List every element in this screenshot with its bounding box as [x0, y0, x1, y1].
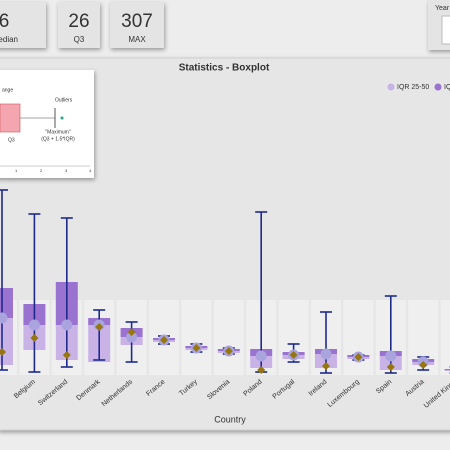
box-upper [444, 369, 450, 370]
card [110, 2, 164, 48]
median-marker [126, 331, 138, 343]
box-lower [444, 370, 450, 371]
inset-text: ange [2, 87, 13, 93]
column-bg [440, 300, 450, 375]
mean-marker [322, 362, 330, 370]
inset-tick: 4 [89, 168, 92, 173]
mean-marker [127, 328, 136, 336]
column-bg [213, 300, 244, 375]
median-marker [385, 350, 397, 362]
mean-marker [419, 361, 428, 369]
card-label: MAX [128, 35, 146, 44]
card-label: Q3 [74, 35, 85, 44]
mean-marker [30, 334, 39, 342]
inset-tick: 2 [40, 168, 43, 173]
inset-tick: 1 [15, 168, 18, 173]
median-marker [0, 312, 8, 324]
chart-title: Statistics - Boxplot [179, 63, 270, 74]
inset-text: "Maximum" [45, 129, 70, 135]
card-value: 307 [121, 11, 153, 32]
mean-marker [224, 347, 233, 355]
card-label: Median [0, 35, 18, 44]
column-bg [278, 300, 309, 375]
mean-marker [257, 366, 266, 374]
median-marker [255, 350, 267, 362]
x-axis-label: Country [214, 414, 246, 424]
card [0, 2, 46, 48]
filter-label: Year [435, 5, 450, 12]
card-value: 6 [0, 11, 9, 32]
mean-marker [354, 353, 363, 361]
card [58, 2, 100, 48]
year-input[interactable] [441, 15, 450, 45]
mean-marker [0, 348, 6, 356]
median-marker [28, 319, 40, 331]
box-upper [0, 288, 13, 318]
legend-swatch [434, 83, 442, 91]
mean-marker [192, 344, 201, 352]
legend-swatch [387, 83, 395, 91]
mean-marker [95, 323, 104, 331]
inset-outlier [60, 116, 64, 120]
mean-marker [62, 351, 71, 359]
inset-tick: 3 [65, 168, 68, 173]
mean-marker [160, 336, 168, 344]
legend-label: IQR [444, 84, 450, 91]
inset-text: Q3 [8, 137, 15, 143]
inset-box [0, 103, 21, 133]
mean-marker [386, 363, 395, 371]
mean-marker [289, 351, 298, 359]
inset-text: Outliers [55, 97, 73, 103]
card-value: 26 [68, 11, 89, 32]
column-bg [343, 300, 374, 375]
legend-label: IQR 25-50 [397, 84, 429, 91]
median-marker [320, 348, 332, 360]
inset-text: (Q3 + 1.5*IQR) [41, 136, 75, 142]
median-marker [61, 319, 73, 331]
column-bg [181, 300, 212, 375]
